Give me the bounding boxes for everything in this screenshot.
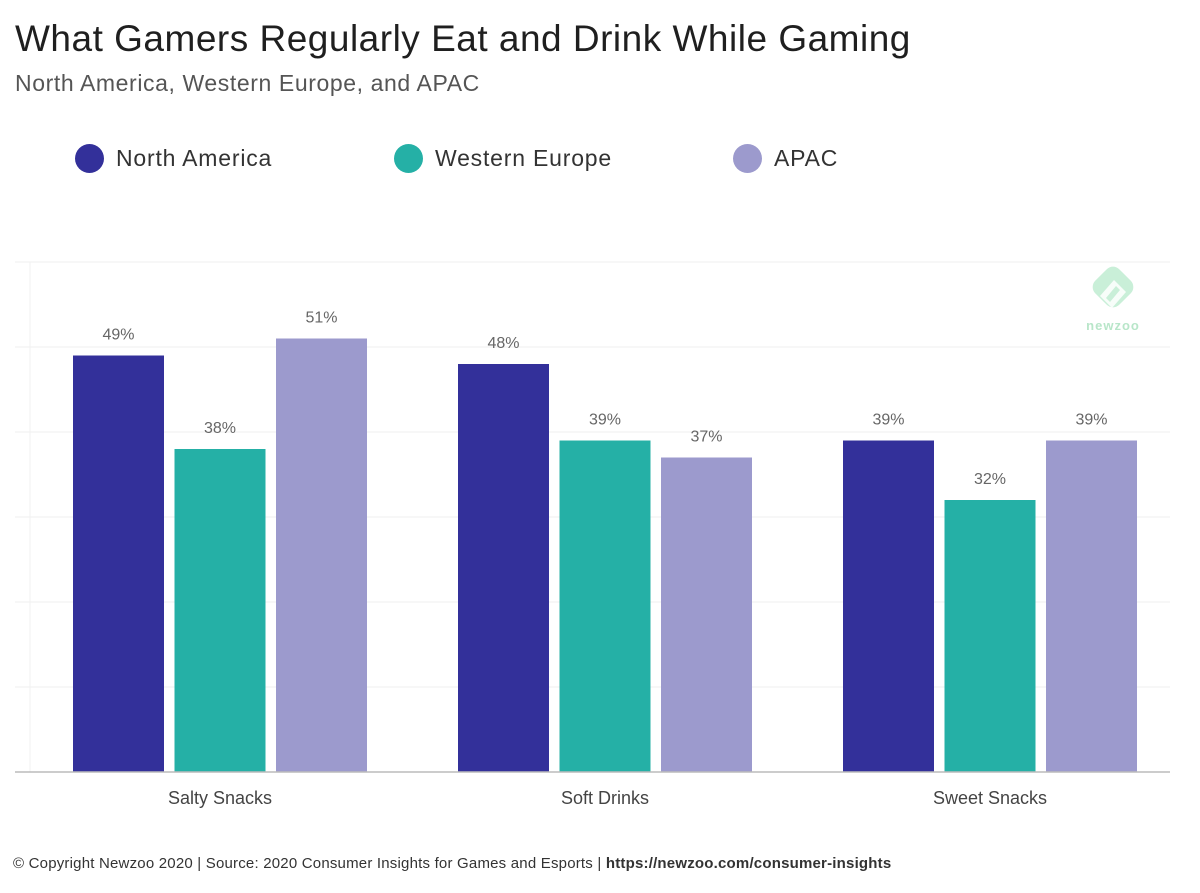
data-label-north-america: 48% [487, 335, 519, 352]
legend-item-north-america: North America [75, 142, 272, 174]
legend-item-western-europe: Western Europe [394, 142, 612, 174]
x-tick-label: Soft Drinks [561, 788, 649, 808]
data-label-north-america: 49% [102, 327, 134, 344]
bar-north-america [843, 440, 934, 772]
newzoo-logo: newzoo [1080, 266, 1146, 336]
data-label-apac: 51% [305, 310, 337, 327]
legend-item-apac: APAC [733, 142, 838, 174]
footer-copyright: © Copyright Newzoo 2020 | Source: 2020 C… [13, 855, 606, 872]
data-label-apac: 37% [690, 429, 722, 446]
x-tick-label: Salty Snacks [168, 788, 272, 808]
x-axis: Salty Snacks Soft Drinks Sweet Snacks [15, 771, 1170, 808]
bar-apac [1046, 440, 1137, 772]
legend-label-western-europe: Western Europe [435, 144, 612, 171]
bar-north-america [458, 364, 549, 772]
data-label-western-europe: 39% [589, 412, 621, 429]
bar-western-europe [944, 500, 1036, 772]
legend-swatch-north-america [75, 143, 104, 173]
newzoo-logo-text: newzoo [1086, 318, 1140, 333]
legend-label-apac: APAC [774, 144, 839, 171]
bar-western-europe [174, 449, 266, 772]
x-tick-label: Sweet Snacks [933, 788, 1047, 808]
chart-subtitle: North America, Western Europe, and APAC [15, 70, 480, 96]
newzoo-logo-icon [1092, 266, 1134, 308]
bar-apac [661, 457, 752, 772]
legend-label-north-america: North America [116, 144, 273, 171]
bars [73, 338, 1137, 772]
legend-swatch-apac [733, 143, 762, 173]
data-label-western-europe: 38% [204, 420, 236, 437]
bar-western-europe [559, 440, 651, 772]
footer-url[interactable]: https://newzoo.com/consumer-insights [605, 855, 892, 872]
bar-apac [276, 338, 367, 772]
footer: © Copyright Newzoo 2020 | Source: 2020 C… [13, 855, 891, 872]
legend: North America Western Europe APAC [0, 142, 1200, 174]
data-labels: 49% 38% 51% 48% 39% 37% 39% 32% 39% [102, 310, 1107, 489]
legend-swatch-western-europe [394, 143, 423, 173]
chart-title: What Gamers Regularly Eat and Drink Whil… [15, 18, 911, 59]
data-label-north-america: 39% [872, 412, 904, 429]
data-label-western-europe: 32% [974, 471, 1006, 488]
data-label-apac: 39% [1075, 412, 1107, 429]
bar-north-america [73, 355, 164, 772]
